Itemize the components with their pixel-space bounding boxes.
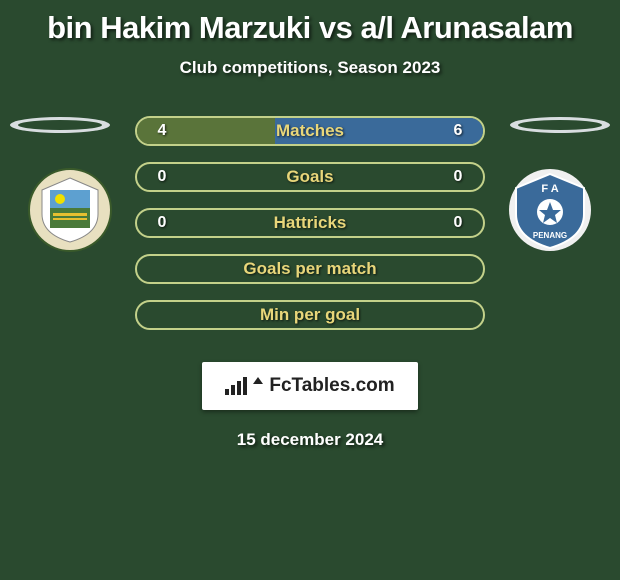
club-badge-left (20, 168, 120, 252)
comparison-panel: F A PENANG 4Matches60Goals00Hattricks0Go… (0, 116, 620, 356)
stat-bar-matches: 4Matches6 (135, 116, 485, 146)
stat-value-right: 6 (433, 122, 483, 140)
right-arrows-icon (510, 116, 610, 134)
stat-value-right: 0 (433, 168, 483, 186)
stat-value-left: 4 (137, 122, 187, 140)
stat-label: Hattricks (187, 213, 433, 233)
stat-bar-min-per-goal: Min per goal (135, 300, 485, 330)
svg-text:F A: F A (541, 183, 558, 195)
svg-text:PENANG: PENANG (533, 231, 567, 240)
brand-bars-icon (225, 377, 247, 395)
stat-value-right: 0 (433, 214, 483, 232)
club-badge-right: F A PENANG (500, 168, 600, 252)
stat-bar-goals-per-match: Goals per match (135, 254, 485, 284)
brand-text: FcTables.com (269, 375, 394, 397)
stat-bar-goals: 0Goals0 (135, 162, 485, 192)
stat-value-left: 0 (137, 168, 187, 186)
page-title: bin Hakim Marzuki vs a/l Arunasalam (0, 0, 620, 46)
stat-bar-hattricks: 0Hattricks0 (135, 208, 485, 238)
stat-label: Goals per match (187, 259, 433, 279)
stat-label: Min per goal (187, 305, 433, 325)
subtitle: Club competitions, Season 2023 (0, 58, 620, 78)
stat-value-left: 0 (137, 214, 187, 232)
stat-label: Matches (187, 121, 433, 141)
brand-plate: FcTables.com (202, 362, 418, 410)
brand-arrow-icon (253, 377, 263, 384)
left-arrows-icon (10, 116, 110, 134)
stat-label: Goals (187, 167, 433, 187)
footer-date: 15 december 2024 (0, 430, 620, 450)
stat-bars: 4Matches60Goals00Hattricks0Goals per mat… (135, 116, 485, 346)
